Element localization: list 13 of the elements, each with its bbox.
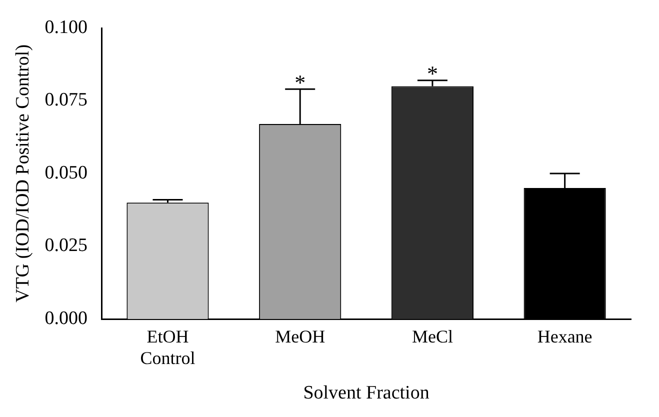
x-tick-label: Hexane [537, 326, 592, 347]
y-tick-label: 0.050 [44, 162, 88, 184]
annotation: * [294, 70, 306, 95]
y-tick-label: 0.000 [44, 308, 88, 329]
y-tick-label: 0.075 [44, 90, 88, 111]
x-tick-label: EtOH Control [140, 326, 196, 368]
y-tick-label: 0.025 [44, 235, 88, 256]
y-tick-label: 0.100 [44, 16, 88, 38]
x-axis-title: Solvent Fraction [303, 382, 430, 404]
x-tick-label: MeCl [412, 326, 453, 347]
y-axis-title: VTG (IOD/IOD Positive Control) [12, 44, 34, 303]
x-tick-label: MeOH [275, 326, 326, 347]
annotation: * [426, 61, 438, 86]
